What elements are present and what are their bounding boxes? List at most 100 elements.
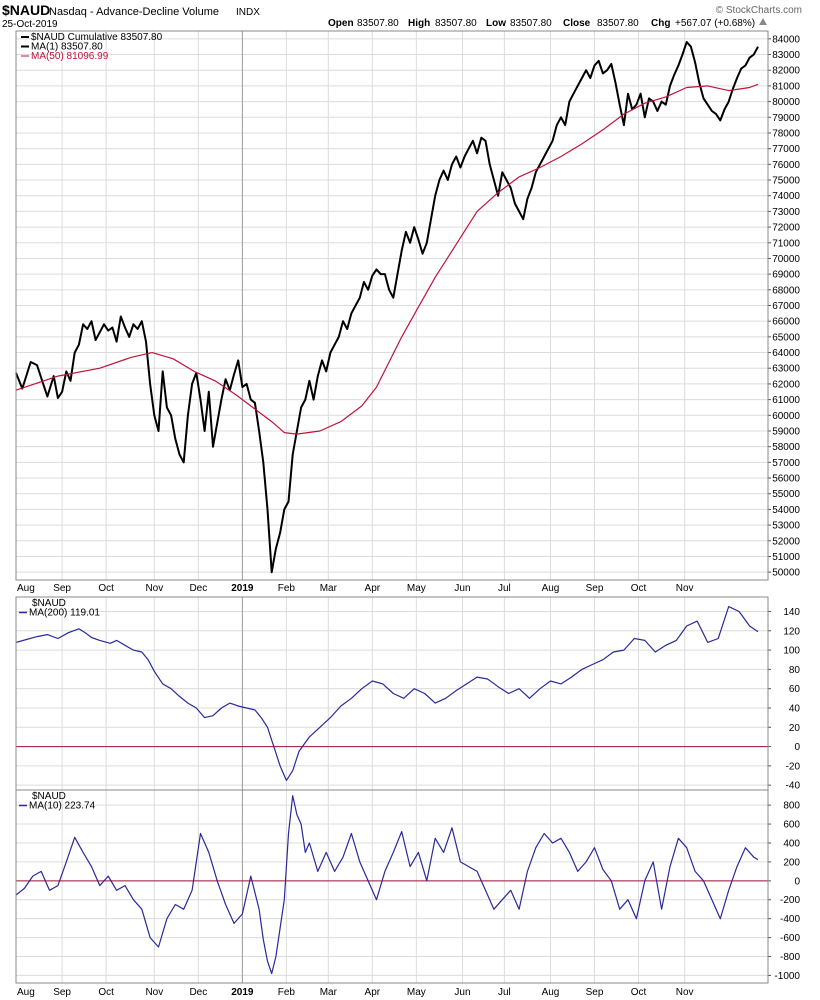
x-tick-label: Sep [586, 583, 604, 594]
y-tick-label: 20 [789, 723, 801, 734]
x-tick-label: Jun [454, 987, 470, 998]
x-tick-label: Nov [676, 987, 694, 998]
legend-entry: MA(200) 119.01 [29, 608, 100, 619]
y-tick-label: 82000 [772, 66, 800, 77]
legend-entry: MA(50) 81096.99 [31, 51, 109, 62]
y-tick-label: 140 [783, 607, 800, 618]
x-tick-label: May [407, 987, 426, 998]
y-tick-label: 200 [783, 857, 800, 868]
x-tick-label: Jul [498, 583, 511, 594]
y-tick-label: 100 [783, 646, 800, 657]
legend-entry: $NAUD Cumulative 83507.80 [31, 32, 163, 43]
y-tick-label: -400 [780, 914, 800, 925]
y-tick-label: 56000 [772, 474, 800, 485]
x-tick-label: Mar [320, 583, 338, 594]
y-tick-label: 59000 [772, 426, 800, 437]
y-tick-label: 58000 [772, 442, 800, 453]
y-tick-label: -20 [786, 761, 801, 772]
x-tick-label: Feb [278, 987, 296, 998]
up-triangle-icon [759, 18, 767, 25]
legend-entry: MA(1) 83507.80 [31, 42, 103, 53]
panel-border [15, 596, 769, 791]
y-tick-label: 77000 [772, 144, 800, 155]
ohlc-summary: Open 83507.80 High 83507.80 Low 83507.80… [328, 18, 767, 29]
y-tick-label: 54000 [772, 505, 800, 516]
symbol-description: Nasdaq - Advance-Decline Volume [49, 6, 219, 18]
y-tick-label: 64000 [772, 348, 800, 359]
x-tick-label: Oct [98, 987, 114, 998]
chg-label: Chg [651, 18, 670, 29]
y-tick-label: 72000 [772, 223, 800, 234]
y-tick-label: 74000 [772, 191, 800, 202]
series-line-ma-200 [15, 606, 759, 781]
y-tick-label: 400 [783, 838, 800, 849]
y-tick-label: 66000 [772, 317, 800, 328]
y-tick-label: 73000 [772, 207, 800, 218]
y-tick-label: 67000 [772, 301, 800, 312]
x-tick-label: 2019 [231, 583, 254, 594]
y-tick-label: 120 [783, 626, 800, 637]
y-tick-label: 55000 [772, 489, 800, 500]
x-tick-label: Oct [98, 583, 114, 594]
chg-value: +567.07 (+0.68%) [675, 18, 755, 29]
legend-entry: $NAUD [32, 791, 66, 802]
x-tick-label: Dec [189, 583, 207, 594]
y-tick-label: -1000 [774, 971, 800, 982]
x-tick-label: Dec [189, 987, 207, 998]
x-tick-label: Sep [586, 987, 604, 998]
x-tick-label: Aug [542, 583, 560, 594]
y-tick-label: 63000 [772, 364, 800, 375]
high-label: High [408, 18, 430, 29]
y-tick-label: 600 [783, 820, 800, 831]
y-tick-label: 71000 [772, 238, 800, 249]
series-line-ma-50 [15, 83, 759, 435]
x-tick-label: Aug [17, 583, 35, 594]
panel-main: 50000 51000 52000 53000 54000 55000 56000 57000… [15, 30, 800, 594]
y-tick-label: 69000 [772, 270, 800, 281]
chart-date: 25-Oct-2019 [2, 19, 58, 30]
y-tick-label: 800 [783, 801, 800, 812]
y-tick-label: 51000 [772, 552, 800, 563]
y-tick-label: 62000 [772, 379, 800, 390]
y-tick-label: 70000 [772, 254, 800, 265]
x-tick-label: 2019 [231, 987, 254, 998]
series-line-naud-cumulative [15, 41, 759, 574]
y-tick-label: 80000 [772, 97, 800, 108]
x-tick-label: Sep [53, 987, 71, 998]
y-tick-label: 84000 [772, 34, 800, 45]
high-value: 83507.80 [435, 18, 477, 29]
watermark: © StockCharts.com [716, 5, 802, 16]
low-label: Low [486, 18, 506, 29]
x-tick-label: Oct [631, 583, 647, 594]
y-tick-label: 60000 [772, 411, 800, 422]
x-tick-label: Nov [145, 583, 163, 594]
y-tick-label: 40 [789, 703, 801, 714]
y-tick-label: -800 [780, 952, 800, 963]
exchange-label: INDX [236, 7, 260, 18]
panel-ma10: -1000-800-600-400-2000200400600800$NAUDM… [15, 789, 800, 998]
y-tick-label: 78000 [772, 128, 800, 139]
y-tick-label: 0 [794, 876, 800, 887]
y-tick-label: 53000 [772, 521, 800, 532]
y-tick-label: 0 [794, 742, 800, 753]
y-tick-label: 83000 [772, 50, 800, 61]
open-value: 83507.80 [357, 18, 399, 29]
x-tick-label: Oct [631, 987, 647, 998]
y-tick-label: 52000 [772, 536, 800, 547]
y-tick-label: 65000 [772, 332, 800, 343]
x-tick-label: Aug [542, 987, 560, 998]
legend-entry: $NAUD [32, 598, 66, 609]
y-tick-label: -200 [780, 895, 800, 906]
y-tick-label: 68000 [772, 285, 800, 296]
x-tick-label: Mar [320, 987, 338, 998]
x-tick-label: Sep [53, 583, 71, 594]
y-tick-label: 79000 [772, 113, 800, 124]
x-tick-label: May [407, 583, 426, 594]
close-label: Close [563, 18, 591, 29]
y-tick-label: 57000 [772, 458, 800, 469]
legend-entry: MA(10) 223.74 [29, 801, 96, 812]
series-line-ma-10 [15, 795, 759, 975]
y-tick-label: 81000 [772, 81, 800, 92]
x-tick-label: Nov [145, 987, 163, 998]
